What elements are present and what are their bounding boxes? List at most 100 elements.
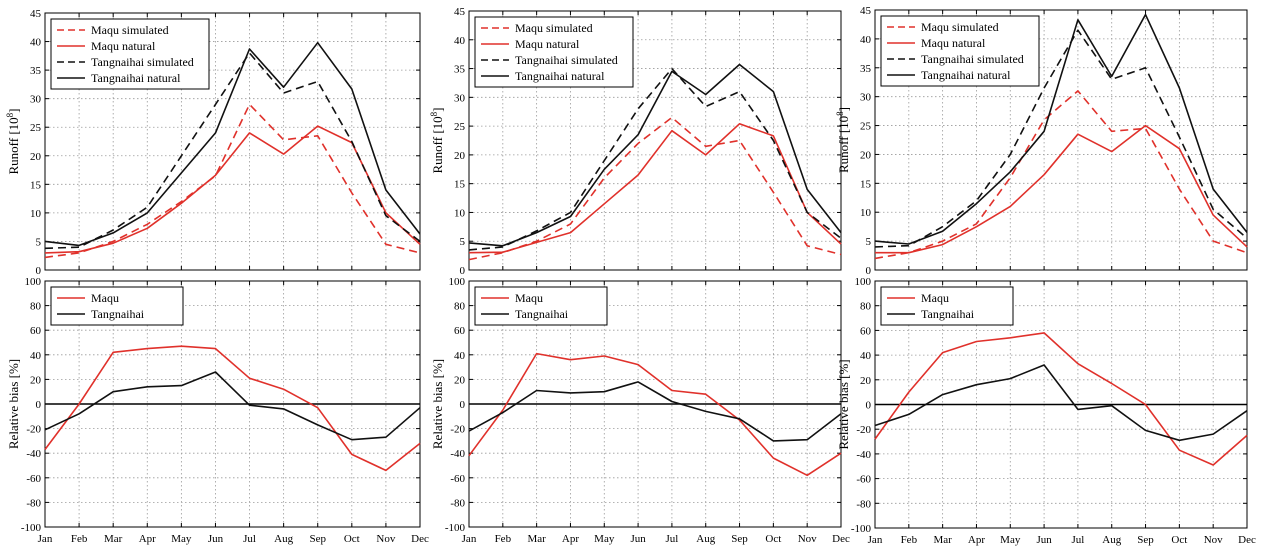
x-tick-label: Nov: [376, 533, 395, 545]
y-tick-label: 25: [860, 121, 872, 133]
x-tick-label: Sep: [1137, 534, 1154, 546]
y-tick-label: -80: [450, 497, 465, 509]
y-tick-label: 10: [860, 207, 872, 219]
y-tick-label: 40: [454, 35, 466, 47]
y-axis-label: Relative bias [%]: [6, 359, 21, 449]
y-tick-label: -100: [445, 522, 466, 534]
legend-label: Maqu simulated: [921, 20, 999, 34]
x-tick-label: Jun: [208, 533, 224, 545]
legend-label: Maqu simulated: [515, 21, 593, 35]
legend-label: Tangnaihai simulated: [515, 53, 618, 67]
y-tick-label: -20: [856, 424, 871, 436]
y-tick-label: 0: [866, 265, 872, 277]
y-axis-label: Relative bias [%]: [430, 359, 445, 449]
y-tick-label: 20: [860, 149, 872, 161]
y-tick-label: 10: [30, 208, 42, 220]
x-tick-label: Aug: [274, 533, 293, 545]
legend-label: Maqu natural: [515, 37, 580, 51]
series-line-tangnaihai: [874, 364, 1248, 442]
y-tick-label: -100: [851, 523, 872, 535]
legend: Maqu Tangnaihai: [474, 286, 608, 326]
x-tick-label: Jan: [462, 533, 477, 545]
legend: Maqu Tangnaihai: [880, 286, 1014, 326]
y-tick-label: 0: [460, 265, 466, 277]
series-line-tangnaihai: [44, 371, 421, 441]
y-tick-label: 40: [860, 34, 872, 46]
x-tick-label: Nov: [1204, 534, 1223, 546]
legend: Maqu Tangnaihai: [50, 286, 184, 326]
y-tick-label: 100: [855, 276, 872, 288]
y-tick-label: 45: [860, 5, 872, 17]
legend-label: Maqu: [921, 291, 949, 305]
legend-box: [50, 286, 184, 326]
y-tick-label: -60: [450, 473, 465, 485]
x-tick-label: Jan: [868, 534, 883, 546]
legend-label: Tangnaihai: [91, 307, 145, 321]
y-tick-label: 0: [36, 265, 42, 277]
series-line-tangnaihai-natural: [44, 41, 421, 247]
y-tick-label: 40: [454, 350, 466, 362]
series-line-tangnaihai: [468, 381, 842, 442]
y-tick-label: 100: [449, 276, 466, 288]
x-tick-label: Apr: [562, 533, 579, 545]
y-tick-label: 5: [866, 236, 872, 248]
x-tick-label: Aug: [1102, 534, 1121, 546]
y-tick-label: 0: [460, 399, 466, 411]
x-tick-label: May: [594, 533, 615, 545]
x-tick-label: Dec: [1238, 534, 1256, 546]
y-tick-label: 10: [454, 207, 466, 219]
x-tick-label: Mar: [527, 533, 546, 545]
series-line-tangnaihai-natural: [468, 63, 842, 247]
x-tick-label: Sep: [731, 533, 748, 545]
y-tick-label: -20: [26, 424, 41, 436]
series-line-maqu-natural: [468, 123, 842, 254]
y-axis-label: Runoff [108]: [835, 107, 851, 173]
x-tick-label: Mar: [104, 533, 123, 545]
y-tick-label: 30: [30, 94, 42, 106]
panel-bottom-right: -100 -80 -60 -40 -20 0 20 40 60 80 100 Jan Feb Mar Apr…: [836, 276, 1256, 546]
legend-label: Maqu simulated: [91, 23, 169, 37]
series-line-maqu-natural: [875, 124, 1248, 254]
y-tick-label: 35: [454, 64, 466, 76]
y-tick-label: -40: [26, 448, 41, 460]
y-tick-label: 100: [25, 276, 42, 288]
y-tick-label: -40: [856, 449, 871, 461]
y-tick-label: 25: [30, 122, 42, 134]
x-tick-label: Apr: [968, 534, 985, 546]
x-tick-label: Jul: [243, 533, 256, 545]
legend-box: [880, 286, 1014, 326]
panel-top-middle: 0 5 10 15 20 25 30 35 40 45 Runoff [108] Maqu simul…: [429, 6, 842, 277]
x-tick-label: Dec: [411, 533, 429, 545]
y-tick-label: 60: [454, 325, 466, 337]
axes-frame: [874, 9, 1248, 271]
axes-frame: [468, 10, 842, 271]
legend: Maqu simulated Maqu natural Tangnaihai sim…: [474, 16, 634, 88]
y-tick-label: 35: [30, 65, 42, 77]
y-tick-label: 15: [860, 178, 872, 190]
series-line-tangnaihai-simulated: [874, 29, 1248, 248]
y-tick-label: -40: [450, 448, 465, 460]
legend-label: Tangnaihai simulated: [91, 55, 194, 69]
x-tick-label: May: [1000, 534, 1021, 546]
x-tick-label: Mar: [933, 534, 952, 546]
y-tick-label: -100: [21, 522, 42, 534]
legend: Maqu simulated Maqu natural Tangnaihai sim…: [50, 18, 210, 90]
y-tick-label: 25: [454, 121, 466, 133]
x-tick-label: Jan: [38, 533, 53, 545]
legend-box: [474, 286, 608, 326]
x-tick-label: Jun: [1036, 534, 1052, 546]
x-tick-label: Feb: [495, 533, 512, 545]
y-tick-label: 20: [454, 150, 466, 162]
legend-label: Tangnaihai: [515, 307, 569, 321]
y-tick-label: 20: [30, 374, 42, 386]
x-tick-label: Oct: [344, 533, 360, 545]
panel-top-left: 0 5 10 15 20 25 30 35 40 45 Runoff [108] Maqu simul…: [5, 8, 421, 277]
x-tick-label: Sep: [309, 533, 326, 545]
y-tick-label: 80: [860, 301, 872, 313]
legend-label: Maqu: [91, 291, 119, 305]
x-tick-label: Jul: [665, 533, 678, 545]
x-tick-label: Aug: [696, 533, 715, 545]
series-line-maqu: [874, 332, 1248, 466]
legend: Maqu simulated Maqu natural Tangnaihai sim…: [880, 15, 1040, 87]
